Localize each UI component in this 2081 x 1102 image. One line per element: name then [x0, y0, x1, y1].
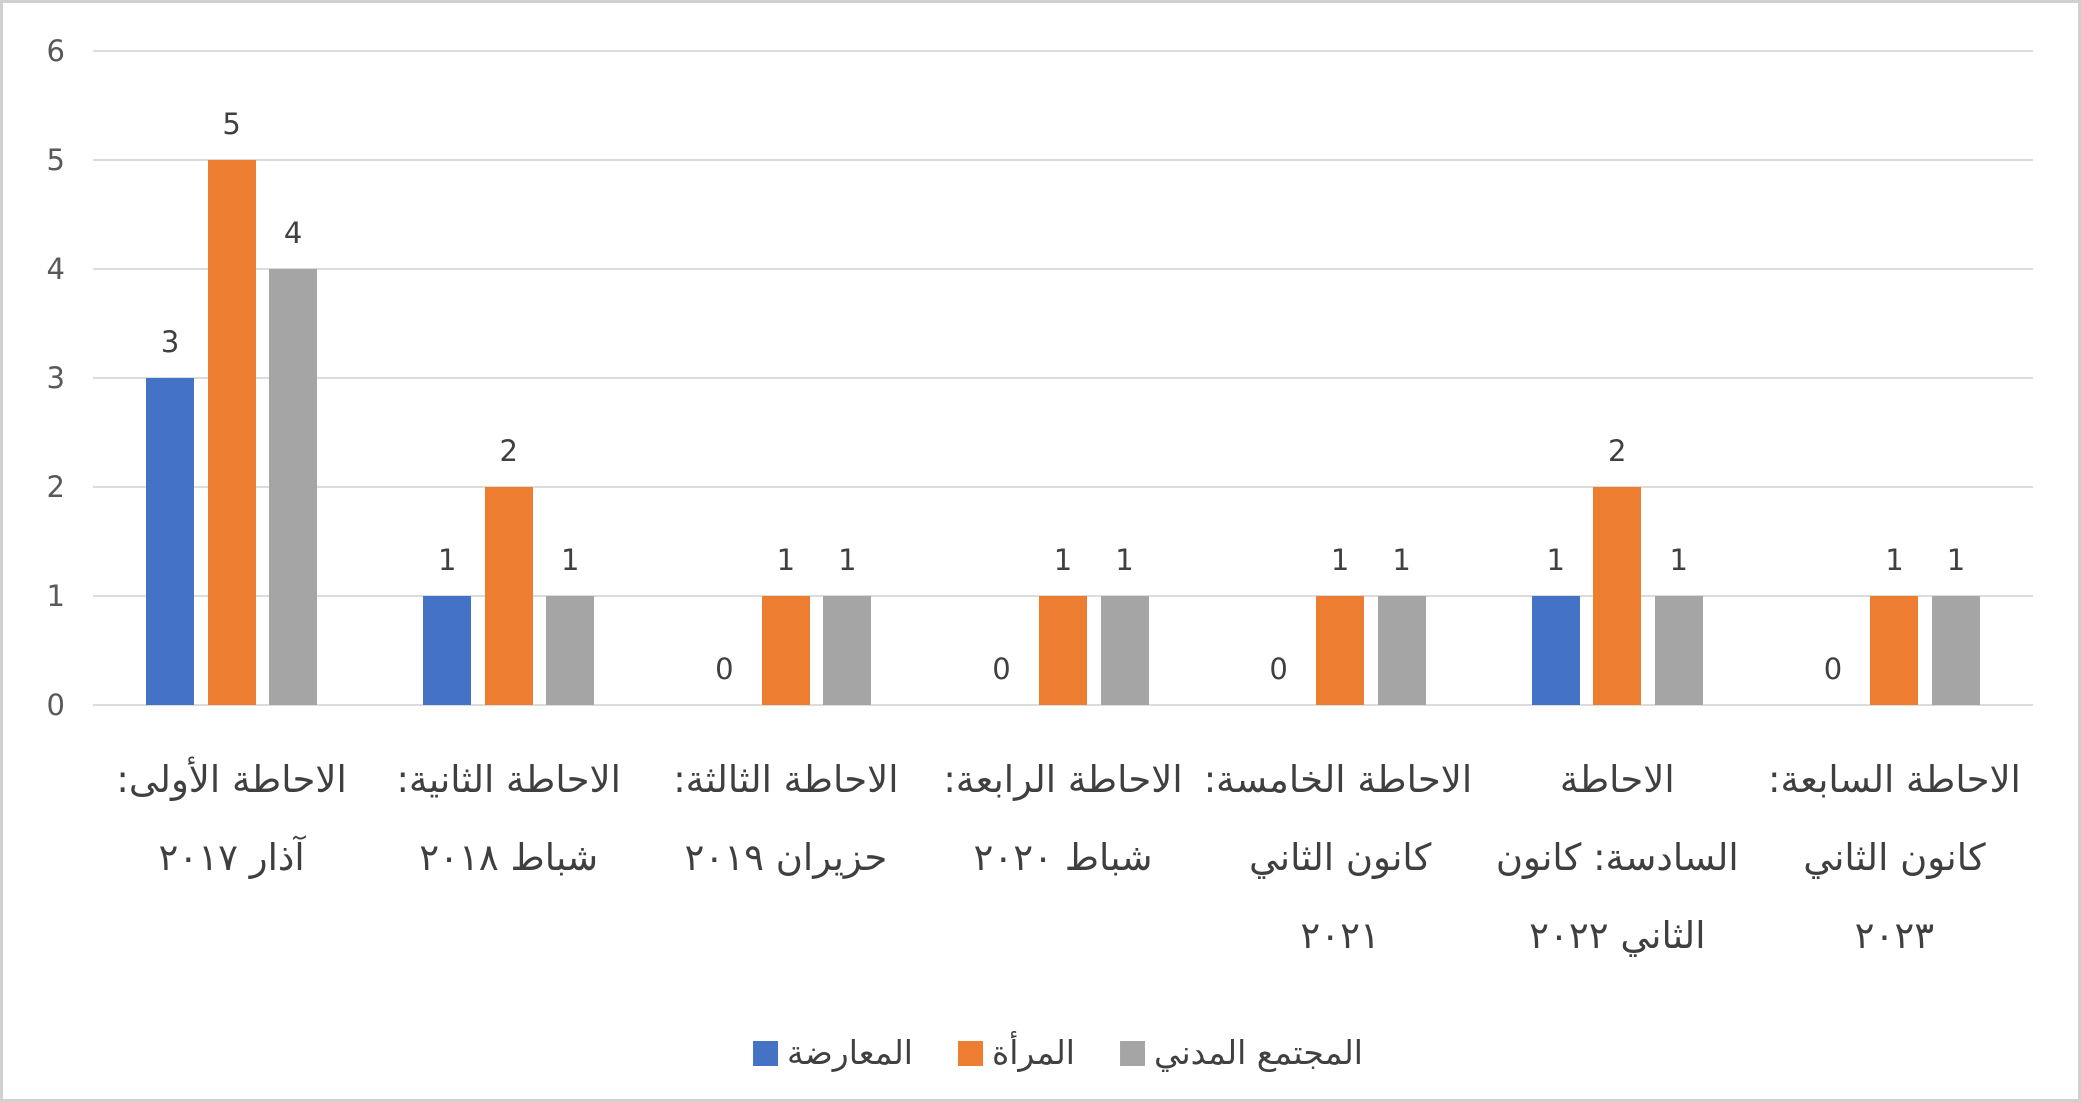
bar-value-label: 2 [499, 434, 518, 468]
bar [484, 487, 533, 705]
gridline [93, 377, 2033, 379]
bar [761, 596, 810, 705]
legend-label: المعارضة [787, 1033, 913, 1072]
x-category-label: الاحاطة الرابعة: شباط ٢٠٢٠ [931, 741, 1195, 897]
gridline [93, 159, 2033, 161]
gridline [93, 486, 2033, 488]
bar-value-label: 1 [838, 543, 857, 577]
bar [823, 596, 872, 705]
bar [423, 596, 472, 705]
bar [1531, 596, 1580, 705]
x-category-label-line: الاحاطة السابعة: [1767, 758, 2021, 801]
gridline [93, 268, 2033, 270]
y-tick-label: 3 [46, 361, 65, 395]
bar-value-label: 4 [283, 216, 303, 250]
x-category-label-line: السادسة: كانون [1495, 836, 1739, 879]
gridline [93, 50, 2033, 52]
legend: المعارضة المرأة المجتمع المدني [753, 1031, 1363, 1075]
bar [1931, 596, 1980, 705]
bar-value-label: 1 [560, 543, 580, 577]
bar [546, 596, 595, 705]
x-category-label-line: الاحاطة الثانية: [396, 758, 621, 801]
x-category-label-line: شباط ٢٠٢٠ [973, 836, 1153, 879]
bar [1593, 487, 1642, 705]
gridline [93, 704, 2033, 706]
x-category-label: الاحاطة الثالثة: حزيران ٢٠١٩ [654, 741, 918, 897]
bar [146, 378, 195, 705]
bar-value-label: 0 [715, 652, 734, 686]
x-category-label: الاحاطة السادسة: كانون الثاني ٢٠٢٢ [1485, 741, 1749, 975]
x-category-label-line: آذار ٢٠١٧ [158, 836, 305, 879]
bar-value-label: 1 [1330, 543, 1350, 577]
bar-value-label: 0 [1823, 652, 1843, 686]
bar [1316, 596, 1365, 705]
x-category-label-line: كانون الثاني [1248, 836, 1432, 879]
bar [1377, 596, 1426, 705]
legend-item: المرأة [957, 1031, 1075, 1075]
bar-value-label: 1 [776, 543, 796, 577]
bar-value-label: 1 [1053, 543, 1073, 577]
x-category-label-line: الاحاطة الثالثة: [673, 758, 899, 801]
x-category-label: الاحاطة الثانية: شباط ٢٠١٨ [377, 741, 641, 897]
y-tick-label: 5 [46, 143, 65, 177]
legend-item: المعارضة [753, 1031, 913, 1075]
y-tick-label: 0 [46, 688, 65, 722]
bar [1100, 596, 1149, 705]
bar-value-label: 0 [992, 652, 1011, 686]
x-category-label-line: حزيران ٢٠١٩ [684, 836, 888, 879]
legend-swatch [753, 1040, 779, 1066]
x-category-label: الاحاطة السابعة: كانون الثاني ٢٠٢٣ [1762, 741, 2026, 975]
bar-value-label: 3 [160, 325, 180, 359]
legend-label: المرأة [991, 1033, 1075, 1072]
x-category-label: الاحاطة الأولى: آذار ٢٠١٧ [100, 741, 364, 897]
x-category-label-line: الاحاطة [1559, 758, 1675, 801]
bar-value-label: 1 [1885, 543, 1904, 577]
x-category-label-line: الاحاطة الأولى: [116, 758, 347, 801]
bar-value-label: 2 [1608, 434, 1627, 468]
y-tick-label: 2 [46, 470, 65, 504]
x-category-label-line: الاحاطة الرابعة: [943, 758, 1183, 801]
bar [1654, 596, 1703, 705]
bar-value-label: 1 [1946, 543, 1966, 577]
bar-value-label: 1 [1115, 543, 1134, 577]
x-category-label: الاحاطة الخامسة: كانون الثاني ٢٠٢١ [1203, 741, 1473, 975]
x-category-label-line: شباط ٢٠١٨ [419, 836, 599, 879]
bar [269, 269, 318, 705]
legend-label: المجتمع المدني [1153, 1033, 1363, 1072]
y-tick-label: 6 [46, 34, 65, 68]
bar [1870, 596, 1919, 705]
y-tick-label: 4 [46, 252, 65, 286]
x-category-label-line: ٢٠٢١ [1300, 914, 1380, 957]
x-category-label-line: كانون الثاني [1803, 836, 1986, 879]
x-category-label-line: الثاني ٢٠٢٢ [1529, 914, 1706, 957]
bar-value-label: 1 [1546, 543, 1565, 577]
x-category-label-line: ٢٠٢٣ [1854, 914, 1935, 957]
legend-item: المجتمع المدني [1119, 1031, 1363, 1075]
bar-value-label: 1 [437, 543, 457, 577]
bar-value-label: 1 [1669, 543, 1688, 577]
legend-swatch [1119, 1040, 1145, 1066]
plot-area: 3 5 4 1 2 1 0 1 1 0 1 1 0 1 1 1 2 1 0 1 1 [93, 50, 2033, 706]
legend-swatch [957, 1040, 983, 1066]
bar-value-label: 0 [1269, 652, 1288, 686]
bar [207, 160, 256, 705]
x-category-label-line: الاحاطة الخامسة: [1203, 758, 1473, 801]
y-tick-label: 1 [46, 579, 65, 613]
bar [1039, 596, 1087, 705]
bar-value-label: 1 [1392, 543, 1411, 577]
bar-value-label: 5 [222, 107, 241, 141]
